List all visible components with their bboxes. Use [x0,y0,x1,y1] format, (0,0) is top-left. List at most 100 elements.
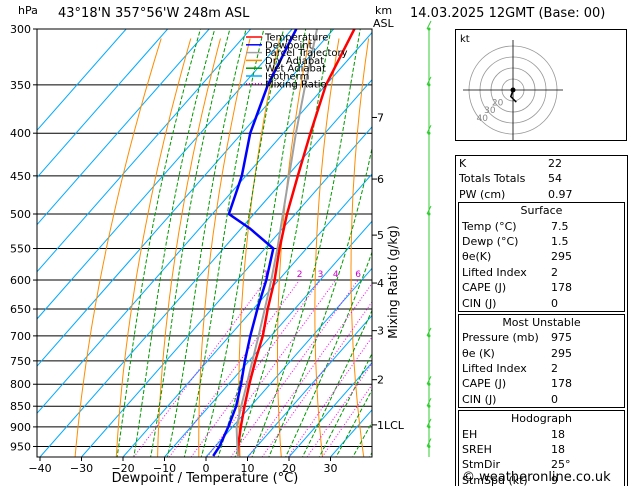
wet-adiabat-line [234,29,332,457]
mixing-ratio-line [168,279,301,457]
wet-adiabat-line [183,29,265,457]
mixing-ratio-line [261,301,372,457]
surface-dewp-value: 1.5 [551,234,569,248]
temperature-tick-label: −10 [153,462,176,475]
wet-adiabat-line [318,352,372,457]
temperature-tick-label: −30 [70,462,93,475]
pressure-label: 950 [10,440,31,453]
wind-barb [426,20,432,30]
copyright: © weatheronline.co.uk [462,470,611,485]
mixing-ratio-line [133,279,267,457]
mu-li-value: 2 [551,362,558,376]
dry-adiabat-line [277,38,310,457]
most-unstable-title: Most Unstable [502,315,581,329]
dry-adiabat-line [157,38,221,457]
wet-adiabat-line [217,29,307,457]
isotherm-line [37,29,293,320]
hodograph-ring-label: 30 [484,106,496,116]
legend-label: Isotherm [265,72,309,83]
wind-barb [426,124,432,134]
pressure-label: 650 [10,303,31,316]
wet-adiabat-line [133,29,216,457]
mixing-ratio-label: 6 [355,270,361,280]
location-title: 43°18'N 357°56'W 248m ASL [58,6,250,21]
mixing-ratio-label: 1 [263,270,269,280]
surface-section: Surface Temp (°C) 7.5 Dewp (°C) 1.5 θe(K) 2… [458,202,625,312]
wet-adiabat-line [251,29,361,457]
legend-label: Parcel Trajectory [265,48,348,59]
height-tick-label: 2 [377,374,384,387]
isotherm-line [122,173,372,457]
mu-cape-value: 178 [551,377,572,391]
surface-li-value: 2 [551,265,558,279]
isotherm-line [247,314,372,457]
pressure-label: 350 [10,79,31,92]
height-tick-label: 7 [377,111,384,124]
pressure-label: 800 [10,378,31,391]
height-tick-label: 1LCL [377,419,405,432]
wet-adiabat-line [301,309,372,457]
pressure-label: 550 [10,243,31,256]
legend-label: Wet Adiabat [265,64,326,75]
pressure-label: 700 [10,330,31,343]
sreh-label: SREH [462,443,492,457]
k-index-value: 22 [548,157,562,170]
mixing-ratio-label: 2 [297,270,303,280]
surface-temp-label: Temp (°C) [462,219,517,233]
mixing-ratio-line [247,282,372,457]
wind-barb-dot [427,212,431,216]
temperature-tick-label: 10 [241,462,255,475]
surface-dewp-label: Dewp (°C) [462,234,519,248]
wind-barb [426,327,432,337]
wind-barb-dot [427,382,431,386]
sreh-value: 18 [551,443,565,457]
height-tick-label: 3 [377,325,384,338]
temperature-tick-label: 0 [203,462,210,475]
wet-adiabat-line [268,145,372,457]
wet-adiabat-line [116,29,201,457]
pressure-label: 450 [10,170,31,183]
temperature-tick-label: 20 [282,462,296,475]
asl-label: ASL [373,17,394,30]
k-index-label: K [459,157,467,170]
wet-adiabat-line [335,388,372,457]
hodograph-unit-label: kt [460,34,470,45]
plot-frame [36,28,373,458]
pressure-label: 850 [10,400,31,413]
pressure-label: 900 [10,421,31,434]
date-title: 14.03.2025 12GMT (Base: 00) [410,6,606,21]
wind-barb [426,76,432,86]
mixing-ratio-label: 3 [318,270,324,280]
legend-label: Dry Adiabat [265,56,324,67]
mixing-ratio-line [190,279,321,457]
wind-barb [426,438,432,447]
stmspd-value: 9 [551,473,558,486]
isotherm-line [37,29,169,179]
dewpoint-profile [212,29,298,457]
mixing-ratio-label: 25 [438,270,449,280]
wet-adiabat-line [285,250,372,457]
hodograph-origin [510,87,516,93]
legend-label: Mixing Ratio [265,79,327,90]
isotherm-line [37,31,372,415]
surface-cin-label: CIN (J) [462,296,497,310]
most-unstable-section: Most Unstable Pressure (mb) 975 θe (K) 295… [458,313,625,409]
pressure-label: 600 [10,274,31,287]
mixing-ratio-axis-label: Mixing Ratio (g/kg) [386,225,400,338]
mixing-ratio-line [287,336,372,457]
wind-barb [426,376,432,385]
surface-li-label: Lifted Index [462,265,527,279]
isotherm-line [37,29,335,367]
mu-pressure-label: Pressure (mb) [462,331,539,345]
temperature-tick-label: 30 [324,462,338,475]
wet-adiabat-line [166,29,247,457]
mixing-ratio-label: 15 [406,270,417,280]
surface-cape-value: 178 [551,281,572,295]
surface-temp-value: 7.5 [551,219,569,233]
isotherm-line [164,220,372,457]
dry-adiabat-line [115,38,192,457]
mixing-ratio-label: 4 [333,270,339,280]
hpa-label: hPa [18,4,38,17]
